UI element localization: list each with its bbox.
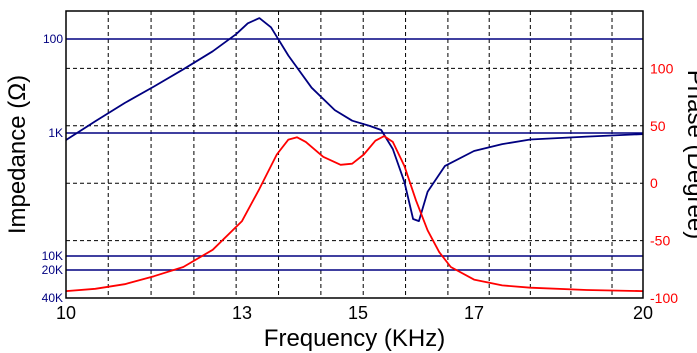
x-tick-label: 10 (56, 303, 76, 323)
right-axis-title: Phase (Degree) (682, 70, 697, 239)
x-tick-label: 17 (464, 303, 484, 323)
left-axis-tick-label: 20K (42, 263, 63, 277)
impedance-series-line (65, 17, 644, 222)
right-axis-tick-label: 100 (650, 60, 674, 76)
x-tick-label: 20 (633, 303, 653, 323)
x-tick-label: 13 (232, 303, 252, 323)
right-axis-tick-label: -100 (650, 290, 678, 306)
grid-layer (66, 11, 643, 298)
x-tick-label: 15 (348, 303, 368, 323)
left-axis-tick-label: 100 (43, 32, 63, 46)
series-layer (65, 17, 644, 292)
plot-frame (65, 10, 644, 299)
x-axis-title: Frequency (KHz) (264, 325, 445, 352)
right-axis-tick-label: 50 (650, 118, 666, 134)
left-axis-tick-label: 40K (42, 291, 63, 305)
phase-series-line (65, 135, 644, 292)
left-axis-tick-label: 10K (42, 249, 63, 263)
right-axis-tick-label: 0 (650, 175, 658, 191)
left-axis-tick-label: 1K (48, 126, 63, 140)
reference-lines (66, 38, 643, 271)
right-axis-tick-label: -50 (650, 233, 670, 249)
left-axis-title: Impedance (Ω) (4, 75, 31, 234)
